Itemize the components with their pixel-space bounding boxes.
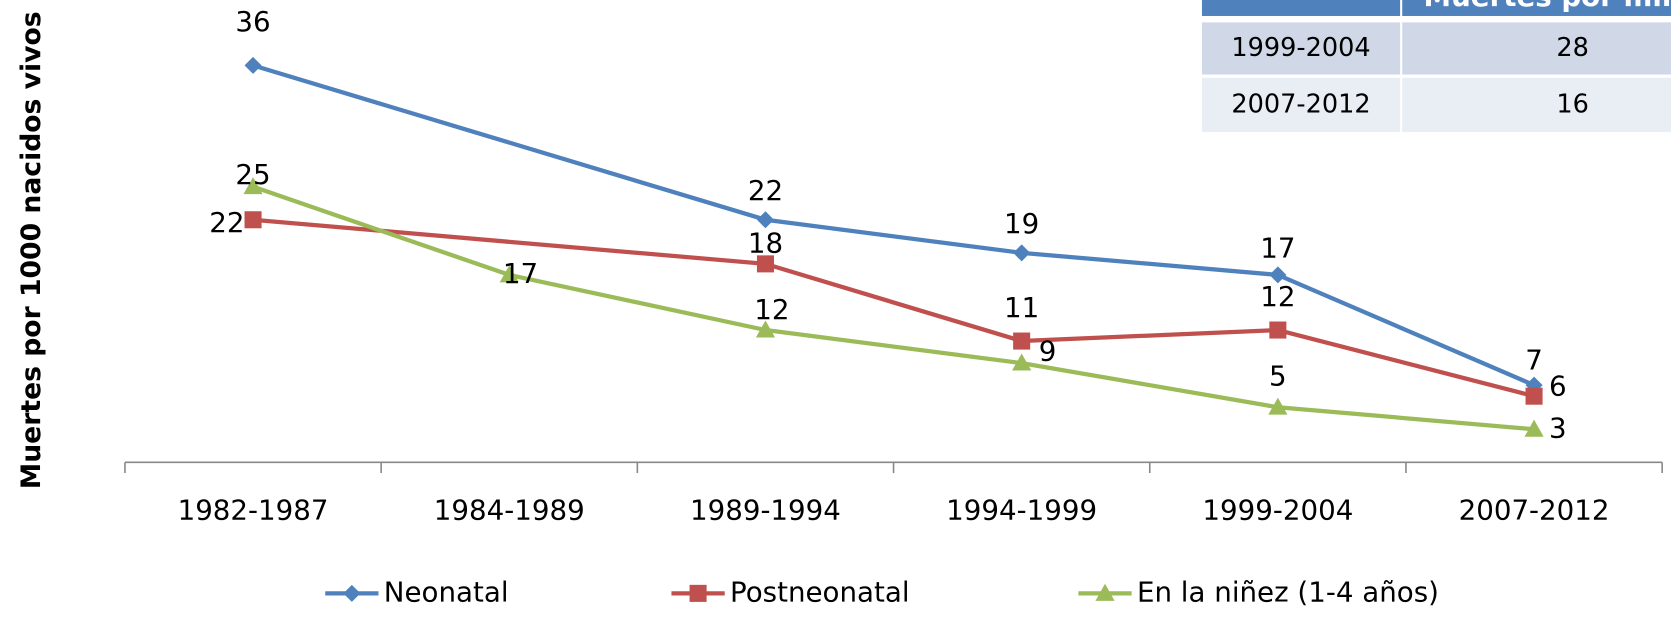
marker <box>1524 419 1544 437</box>
marker <box>1012 353 1032 371</box>
marker <box>1013 332 1031 350</box>
legend-label: Neonatal <box>384 575 509 608</box>
table-cell <box>1201 22 1401 75</box>
table-cell-text: 2007-2012 <box>1231 89 1370 119</box>
x-tick-label: 1982-1987 <box>178 493 329 526</box>
marker <box>244 211 262 229</box>
data-label: 12 <box>754 293 789 326</box>
marker <box>343 584 361 602</box>
y-axis-title: Muertes por 1000 nacidos vivos <box>16 11 47 489</box>
data-label: 12 <box>1260 280 1295 313</box>
x-tick-label: 1994-1999 <box>946 493 1097 526</box>
data-label: 6 <box>1549 370 1567 403</box>
data-label: 19 <box>1004 207 1039 240</box>
table-cell-text: 1999-2004 <box>1231 33 1370 63</box>
marker <box>1013 244 1031 262</box>
marker <box>1525 387 1543 405</box>
series-line <box>252 184 1535 432</box>
data-label: 17 <box>1260 231 1295 264</box>
marker <box>1095 583 1115 601</box>
x-tick-label: 1989-1994 <box>690 493 841 526</box>
marker <box>756 211 774 229</box>
data-label: 22 <box>209 206 244 239</box>
marker <box>755 320 776 338</box>
table: Muertes por mil p 1999-2004 28 2007-2012… <box>1201 0 1671 133</box>
table-header-cell <box>1201 0 1401 16</box>
legend-label: Postneonatal <box>730 575 909 608</box>
marker <box>689 584 707 602</box>
table-cell <box>1402 22 1671 75</box>
data-label: 9 <box>1039 334 1057 367</box>
data-label: 3 <box>1549 411 1567 444</box>
data-label: 7 <box>1525 344 1543 377</box>
x-tick-label: 1984-1989 <box>434 493 585 526</box>
table-cell <box>1201 77 1401 133</box>
x-tick-label: 2007-2012 <box>1459 493 1610 526</box>
marker <box>499 265 519 283</box>
table-cell-text: 28 <box>1556 33 1589 63</box>
marker <box>1269 321 1287 339</box>
table-cell <box>1402 77 1671 133</box>
data-label: 17 <box>503 257 538 290</box>
table-header: Muertes por mil p <box>1424 0 1671 13</box>
legend-label: En la niñez (1-4 años) <box>1137 575 1439 608</box>
data-label: 18 <box>748 227 783 260</box>
marker <box>244 56 262 74</box>
table-cell-text: 16 <box>1556 89 1589 119</box>
data-label: 5 <box>1269 359 1287 392</box>
data-label: 25 <box>235 158 270 191</box>
marker <box>243 177 263 195</box>
marker <box>756 255 774 273</box>
table-header-cell <box>1402 0 1671 16</box>
data-label: 36 <box>235 5 270 38</box>
data-label: 11 <box>1004 291 1039 324</box>
x-tick-label: 1999-2004 <box>1202 493 1353 526</box>
marker <box>1268 397 1288 415</box>
data-label: 22 <box>748 174 783 207</box>
